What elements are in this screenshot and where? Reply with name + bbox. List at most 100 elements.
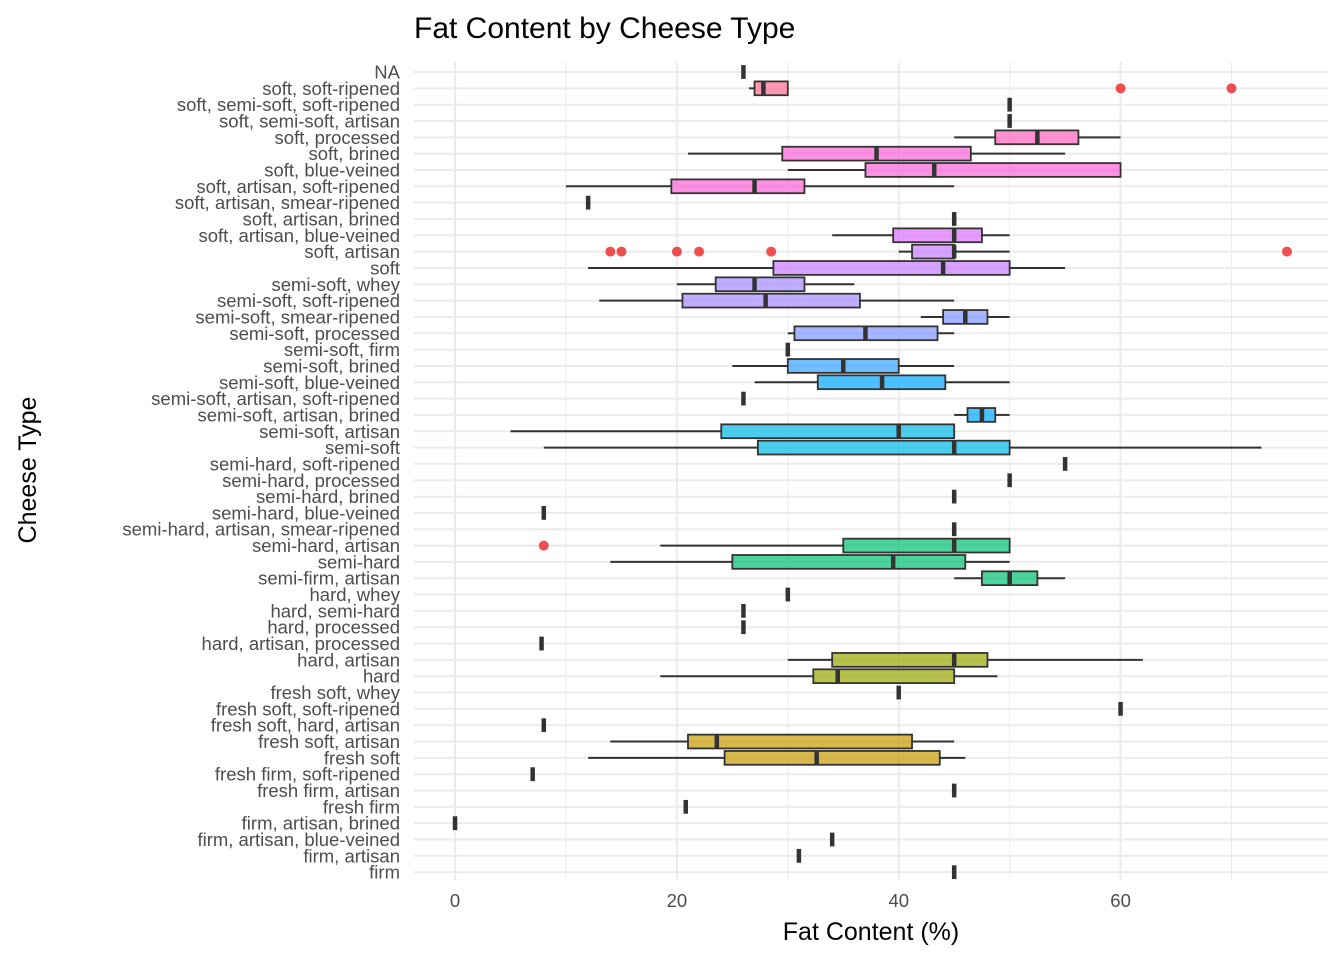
- y-axis-title: Cheese Type: [14, 397, 42, 544]
- box-group: [588, 750, 966, 766]
- y-tick-label: semi-hard, soft-ripened: [210, 453, 400, 474]
- y-tick-label: semi-soft, artisan, brined: [197, 404, 400, 425]
- y-tick-label: soft, semi-soft, artisan: [219, 110, 400, 131]
- y-tick-label: semi-soft, soft-ripened: [217, 290, 400, 311]
- box-group: [543, 439, 1262, 456]
- box-group: [605, 243, 1292, 260]
- box-rect: [864, 162, 1122, 178]
- y-tick-label: semi-soft, blue-veined: [219, 372, 400, 393]
- box-group: [920, 309, 1010, 325]
- box-group: [732, 358, 955, 374]
- y-tick-label: hard, semi-hard: [270, 600, 400, 621]
- y-tick-label: soft, artisan, brined: [243, 208, 400, 229]
- y-tick-label: hard, artisan, processed: [202, 633, 400, 654]
- y-tick-label: soft, semi-soft, soft-ripened: [177, 94, 400, 115]
- y-tick-label: fresh firm: [323, 796, 400, 817]
- box-group: [538, 537, 1011, 554]
- y-tick-label: semi-soft, whey: [271, 274, 400, 295]
- y-tick-label: fresh soft: [324, 747, 400, 768]
- box-rect: [812, 668, 956, 685]
- box-group: [676, 276, 855, 293]
- box-rect: [670, 178, 806, 195]
- outlier-point: [605, 246, 616, 257]
- x-tick-label: 0: [450, 890, 460, 911]
- y-tick-label: hard: [363, 666, 400, 687]
- box-rect: [892, 227, 983, 244]
- y-tick-label: soft, artisan, smear-ripened: [175, 192, 400, 213]
- y-tick-label: hard, whey: [310, 584, 401, 605]
- y-tick-label: soft, blue-veined: [264, 159, 400, 180]
- outlier-point: [1115, 83, 1126, 94]
- y-tick-label: semi-hard: [318, 551, 400, 572]
- y-tick-label: semi-hard, processed: [222, 470, 400, 491]
- x-tick-labels: 0 20 40 60: [450, 890, 1131, 911]
- y-tick-label: semi-firm, artisan: [258, 568, 400, 589]
- outlier-point: [694, 246, 705, 257]
- outlier-point: [538, 540, 549, 551]
- box-rect: [714, 276, 806, 293]
- y-tick-label: semi-hard, brined: [256, 486, 400, 507]
- x-tick-label: 60: [1110, 890, 1131, 911]
- y-tick-label: fresh soft, artisan: [258, 731, 400, 752]
- outlier-point: [671, 246, 682, 257]
- box-group: [599, 292, 955, 309]
- box-rect: [756, 439, 1011, 456]
- box-group: [787, 652, 1143, 668]
- x-axis-title: Fat Content (%): [783, 918, 959, 946]
- box-rect: [723, 750, 941, 766]
- box-group: [954, 570, 1066, 587]
- y-tick-label: soft, artisan, blue-veined: [198, 225, 400, 246]
- outlier-point: [1226, 83, 1237, 94]
- boxes: [452, 65, 1292, 880]
- outlier-point: [766, 246, 777, 257]
- y-tick-label: hard, processed: [267, 617, 400, 638]
- box-group: [954, 129, 1121, 146]
- box-group: [610, 554, 1010, 570]
- y-tick-label: firm: [369, 862, 400, 883]
- y-tick-label: semi-hard, blue-veined: [212, 502, 400, 523]
- box-rect: [772, 260, 1011, 276]
- box-group: [754, 374, 1010, 391]
- x-tick-label: 40: [888, 890, 909, 911]
- box-group: [787, 325, 955, 342]
- box-group: [748, 80, 1237, 97]
- y-tick-label: semi-hard, artisan: [252, 535, 400, 556]
- box-rect: [720, 423, 956, 440]
- y-tick-label: semi-soft, artisan, soft-ripened: [151, 388, 400, 409]
- box-rect: [753, 80, 789, 97]
- box-group: [588, 260, 1066, 276]
- y-tick-label: semi-soft, firm: [284, 339, 400, 360]
- box-rect: [731, 554, 967, 570]
- box-rect: [842, 537, 1011, 554]
- y-tick-label: firm, artisan, brined: [242, 813, 400, 834]
- y-tick-label: semi-soft, processed: [229, 323, 400, 344]
- y-tick-label: semi-soft, smear-ripened: [195, 306, 400, 327]
- y-tick-label: semi-soft: [325, 437, 400, 458]
- chart-title: Fat Content by Cheese Type: [414, 12, 795, 45]
- y-tick-label: fresh soft, hard, artisan: [211, 715, 400, 736]
- box-rect: [831, 652, 989, 668]
- y-tick-label: fresh soft, soft-ripened: [216, 698, 400, 719]
- y-tick-label: hard, artisan: [297, 649, 400, 670]
- box-group: [510, 423, 956, 440]
- y-tick-label: fresh firm, soft-ripened: [215, 764, 400, 785]
- box-group: [610, 733, 955, 750]
- y-tick-label: firm, artisan: [303, 845, 400, 866]
- box-rect: [681, 292, 861, 309]
- y-tick-label: fresh firm, artisan: [257, 780, 400, 801]
- y-tick-label: soft, brined: [308, 143, 400, 164]
- y-tick-label: semi-hard, artisan, smear-ripened: [122, 519, 400, 540]
- box-group: [660, 668, 998, 685]
- outlier-point: [1281, 246, 1292, 257]
- y-tick-label: soft, processed: [275, 127, 400, 148]
- box-group: [687, 145, 1066, 162]
- y-tick-label: NA: [374, 62, 400, 83]
- x-tick-label: 20: [667, 890, 688, 911]
- box-group: [787, 162, 1122, 178]
- outlier-point: [616, 246, 627, 257]
- y-tick-label: soft, artisan: [304, 241, 400, 262]
- y-tick-label: semi-soft, brined: [263, 355, 400, 376]
- y-tick-label: soft, artisan, soft-ripened: [196, 176, 400, 197]
